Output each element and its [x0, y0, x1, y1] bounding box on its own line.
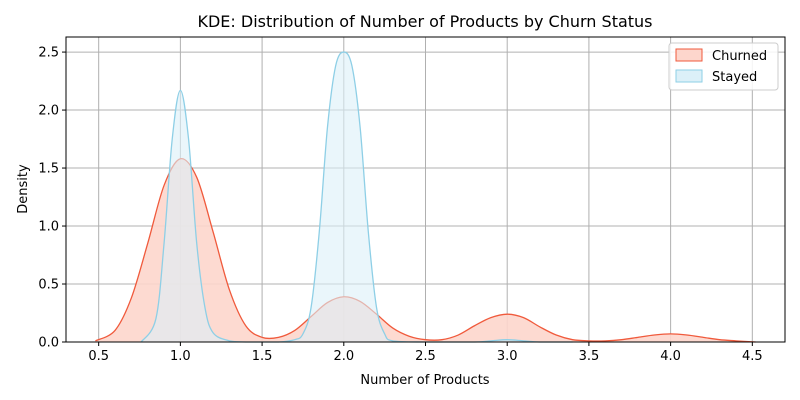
- x-axis-label: Number of Products: [360, 373, 489, 388]
- x-tick-label: 4.0: [660, 349, 681, 364]
- y-tick-label: 2.0: [38, 104, 59, 119]
- x-tick-label: 2.0: [333, 349, 354, 364]
- y-tick-label: 0.5: [38, 278, 59, 293]
- legend-swatch-stayed: [675, 69, 703, 83]
- density-line-churned: [95, 158, 756, 343]
- x-tick-label: 2.5: [415, 349, 436, 364]
- x-tick-label: 1.0: [170, 349, 191, 364]
- density-area-stayed: [141, 52, 573, 342]
- x-tick-label: 3.5: [579, 349, 600, 364]
- chart-title: KDE: Distribution of Number of Products …: [197, 12, 652, 31]
- x-tick-label: 3.0: [497, 349, 518, 364]
- legend: Churned Stayed: [668, 42, 779, 91]
- x-tick-label: 0.5: [88, 349, 109, 364]
- legend-label-stayed: Stayed: [712, 70, 757, 85]
- x-tick-label: 1.5: [252, 349, 273, 364]
- y-axis-label: Density: [16, 164, 31, 214]
- x-tick-label: 4.5: [742, 349, 763, 364]
- legend-label-churned: Churned: [712, 49, 767, 64]
- ticks: 0.5 1.0 1.5 2.0 2.5 3.0 3.5 4.0 4.5 0.0 0.5 1.0 1.5 2…: [38, 46, 762, 364]
- y-tick-label: 0.0: [38, 336, 59, 351]
- y-tick-label: 1.5: [38, 162, 59, 177]
- y-tick-label: 2.5: [38, 46, 59, 61]
- legend-swatch-churned: [675, 48, 703, 62]
- y-tick-label: 1.0: [38, 220, 59, 235]
